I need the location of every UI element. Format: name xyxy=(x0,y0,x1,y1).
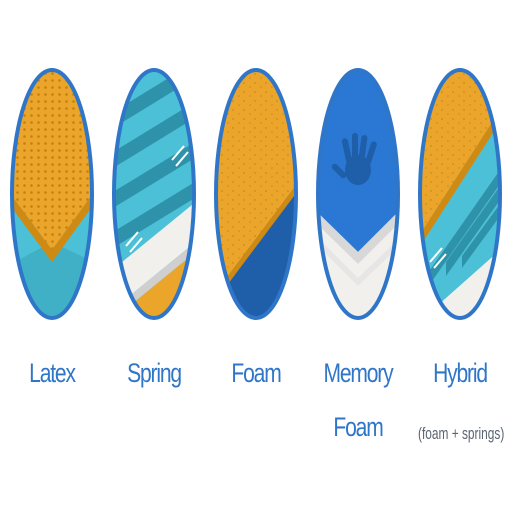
label-memory: Memory xyxy=(323,358,393,388)
latex-oval xyxy=(10,68,94,320)
spring-oval xyxy=(112,68,196,320)
foam-oval xyxy=(214,68,298,320)
label-foam: Foam xyxy=(231,358,281,388)
hand-print-icon xyxy=(331,133,377,185)
hybrid-oval xyxy=(418,68,502,320)
label-hybrid-sub: (foam + springs) xyxy=(418,424,505,443)
label-hybrid: Hybrid xyxy=(433,358,488,388)
memory-foam-oval xyxy=(316,68,400,320)
label-spring: Spring xyxy=(127,358,182,388)
label-latex: Latex xyxy=(29,358,76,388)
label-memory-foam-line2: Foam xyxy=(333,412,383,442)
